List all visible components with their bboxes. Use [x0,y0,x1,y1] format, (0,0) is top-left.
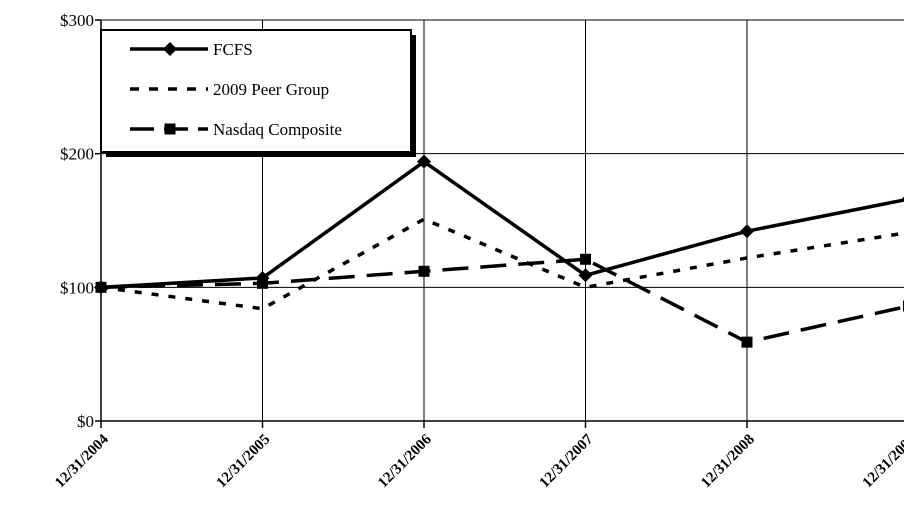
legend-label-2: Nasdaq Composite [213,120,342,139]
legend-label-0: FCFS [213,40,253,59]
x-tick-labels: 12/31/2004 12/31/2005 12/31/2006 12/31/2007… [52,431,904,491]
series-layer [94,154,904,348]
legend-items: FCFS 2009 Peer Group Nasdaq Composite [130,40,342,139]
series-0 [94,154,904,295]
y-tick-label-0: $0 [77,412,94,431]
y-tick-label-3: $300 [60,11,94,30]
series-2-point-3 [580,253,591,265]
x-tick-label-5: 12/31/2009 [860,432,904,492]
y-tick-label-1: $100 [60,278,94,297]
series-2-point-1 [257,277,268,289]
x-tick-label-3: 12/31/2007 [537,431,597,491]
series-2-point-0 [95,281,107,293]
series-1 [100,217,904,311]
legend-marker-0 [163,42,177,56]
x-tick-label-4: 12/31/2008 [698,432,758,492]
series-0-point-3 [578,268,593,283]
y-tick-labels: $0 $100 $200 $300 [60,11,94,431]
x-tick-label-0: 12/31/2004 [52,431,112,491]
series-line-1 [100,217,904,311]
legend-marker-2 [164,123,176,135]
y-tick-label-2: $200 [60,145,94,164]
x-tick-label-1: 12/31/2005 [214,432,274,492]
legend: FCFS 2009 Peer Group Nasdaq Composite [100,29,416,157]
legend-label-1: 2009 Peer Group [213,80,329,99]
series-2 [95,253,904,348]
series-line-0 [100,159,904,290]
series-0-point-4 [740,224,754,239]
series-0-point-2 [417,154,431,169]
series-2-point-4 [741,336,753,348]
series-0-point-5 [901,196,904,202]
series-line-2 [100,257,904,344]
x-tick-label-2: 12/31/2006 [375,431,435,491]
series-2-point-2 [418,265,430,277]
